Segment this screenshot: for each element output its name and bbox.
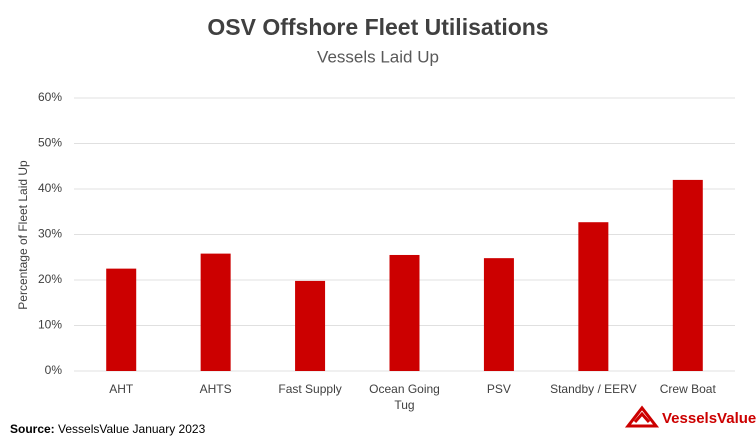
logo: VesselsValue <box>662 410 756 427</box>
x-tick-label: Ocean Going Tug <box>369 382 440 412</box>
y-axis-title: Percentage of Fleet Laid Up <box>16 160 30 310</box>
y-tick-label: 20% <box>38 272 62 286</box>
bar <box>672 179 703 371</box>
chart-subtitle: Vessels Laid Up <box>317 47 439 66</box>
source-label: Source: <box>10 422 55 436</box>
x-tick-label: Fast Supply <box>278 382 342 396</box>
x-tick-label: Crew Boat <box>659 382 716 396</box>
source: Source: VesselsValue January 2023 <box>10 422 206 436</box>
bar <box>106 268 137 371</box>
x-tick-label: Standby / EERV <box>550 382 637 396</box>
x-tick-label: AHTS <box>199 382 232 396</box>
y-tick-label: 60% <box>38 90 62 104</box>
y-tick-label: 30% <box>38 227 62 241</box>
y-tick-label: 10% <box>38 318 62 332</box>
bar <box>295 280 326 371</box>
bar <box>389 254 420 371</box>
x-tick-label: PSV <box>486 382 511 396</box>
y-tick-label: 40% <box>38 181 62 195</box>
bar <box>483 258 514 371</box>
source-text: VesselsValue January 2023 <box>58 422 206 436</box>
y-tick-label: 0% <box>45 363 63 377</box>
bar <box>200 253 231 371</box>
logo-icon <box>624 405 660 428</box>
chart-title: OSV Offshore Fleet Utilisations <box>207 14 548 40</box>
x-tick-label: AHT <box>109 382 134 396</box>
bar <box>578 222 609 371</box>
y-tick-label: 50% <box>38 136 62 150</box>
